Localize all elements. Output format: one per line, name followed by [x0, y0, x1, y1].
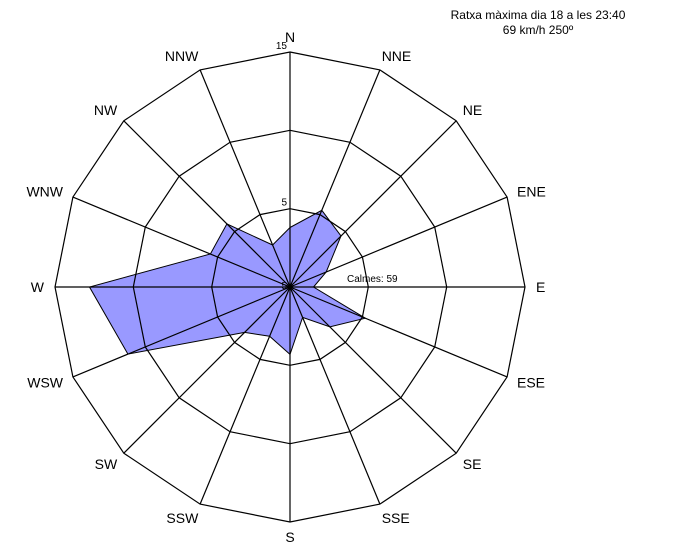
spoke-sse [289, 286, 381, 505]
spoke-ne [289, 120, 457, 288]
direction-label-wsw: WSW [27, 375, 64, 391]
spoke-ene [289, 196, 508, 288]
spoke-ssw [199, 286, 291, 505]
spoke-nw [123, 120, 291, 288]
direction-label-se: SE [463, 456, 482, 472]
spoke-sw [123, 286, 291, 454]
wind-frequency-polygon [88, 209, 367, 356]
spoke-ese [289, 286, 508, 378]
spoke-se [289, 286, 457, 454]
direction-label-n: N [285, 29, 295, 45]
direction-label-nne: NNE [382, 48, 412, 64]
direction-label-ne: NE [463, 102, 482, 118]
direction-label-e: E [536, 279, 545, 295]
spoke-wsw [72, 286, 291, 378]
direction-label-nnw: NNW [165, 48, 199, 64]
max-gust-line1: Ratxa màxima dia 18 a les 23:40 [450, 8, 626, 22]
spoke-wnw [72, 196, 291, 288]
spoke-nnw [199, 69, 291, 288]
direction-label-ene: ENE [517, 183, 546, 199]
spoke-nne [289, 69, 381, 288]
ring-label-5: 5 [281, 198, 287, 209]
calms-label: Calmes: 59 [347, 274, 398, 285]
ring-label-15: 15 [276, 41, 288, 52]
direction-label-ese: ESE [517, 375, 545, 391]
max-gust-info: Ratxa màxima dia 18 a les 23:40 69 km/h … [408, 8, 668, 38]
max-gust-line2: 69 km/h 250º [502, 23, 574, 37]
center-label: 5 [281, 281, 287, 292]
direction-label-s: S [285, 529, 294, 545]
direction-label-wnw: WNW [26, 183, 63, 199]
direction-label-sw: SW [95, 456, 118, 472]
direction-label-sse: SSE [382, 510, 410, 526]
direction-label-nw: NW [94, 102, 118, 118]
direction-label-ssw: SSW [166, 510, 199, 526]
direction-label-w: W [31, 279, 45, 295]
